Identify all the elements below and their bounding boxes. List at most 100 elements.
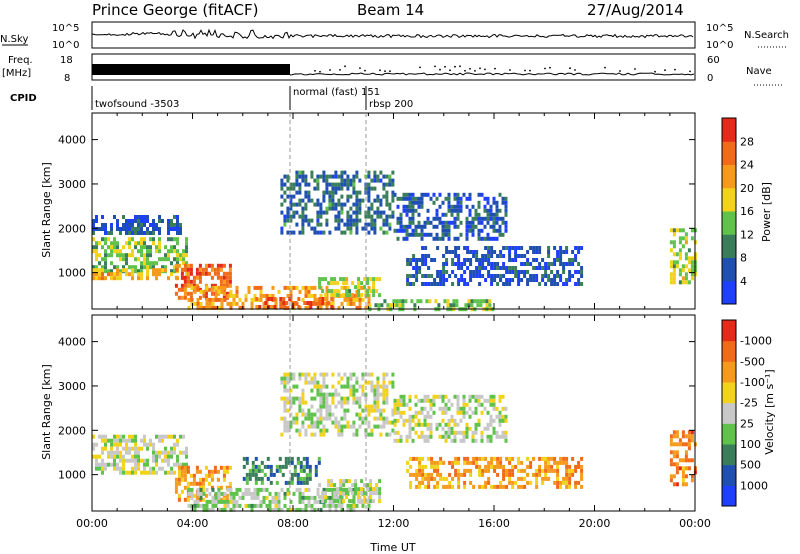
heatmap-cell	[337, 495, 341, 500]
heatmap-cell	[340, 285, 344, 290]
heatmap-cell	[343, 285, 347, 290]
heatmap-cell	[442, 476, 446, 481]
heatmap-cell	[176, 442, 179, 447]
heatmap-cell	[532, 472, 536, 477]
heatmap-cell	[483, 398, 487, 403]
heatmap-cell	[472, 254, 476, 258]
heatmap-cell	[471, 430, 475, 435]
heatmap-cell	[286, 186, 290, 191]
heatmap-cell	[565, 472, 569, 477]
heatmap-cell	[574, 484, 578, 489]
heatmap-cell	[301, 210, 305, 215]
heatmap-cell	[95, 241, 98, 246]
heatmap-cell	[217, 495, 221, 500]
heatmap-cell	[183, 295, 187, 300]
heatmap-cell	[346, 380, 350, 385]
heatmap-cell	[669, 478, 673, 483]
heatmap-cell	[444, 232, 448, 237]
heatmap-cell	[116, 454, 119, 459]
nave-tick-bottom: 0	[707, 73, 713, 84]
heatmap-cell	[432, 192, 436, 197]
heatmap-cell	[574, 480, 578, 485]
heatmap-cell	[385, 190, 389, 195]
heatmap-cell	[334, 218, 338, 223]
heatmap-cell	[131, 237, 134, 242]
heatmap-cell	[229, 293, 233, 298]
heatmap-cell	[562, 480, 566, 485]
heatmap-cell	[429, 414, 433, 419]
heatmap-cell	[176, 227, 179, 231]
heatmap-cell	[176, 257, 179, 262]
heatmap-cell	[462, 414, 466, 419]
heatmap-cell	[131, 231, 134, 235]
heatmap-cell	[183, 477, 187, 482]
heatmap-cell	[316, 174, 320, 179]
heatmap-cell	[367, 372, 371, 377]
heatmap-cell	[322, 400, 326, 405]
heatmap-cell	[441, 228, 445, 233]
heatmap-cell	[289, 202, 293, 207]
heatmap-cell	[295, 420, 299, 425]
heatmap-cell	[453, 204, 457, 209]
heatmap-cell	[450, 438, 454, 443]
heatmap-cell	[101, 237, 104, 242]
heatmap-cell	[146, 253, 149, 258]
heatmap-cell	[480, 220, 484, 225]
heatmap-cell	[220, 285, 224, 290]
heatmap-cell	[420, 410, 424, 415]
colorbar-swatch	[722, 485, 736, 507]
colorbar-swatch	[722, 234, 736, 258]
heatmap-cell	[176, 249, 179, 254]
heatmap-cell	[457, 480, 461, 485]
heatmap-cell	[675, 430, 679, 435]
heatmap-cell	[343, 297, 347, 302]
heatmap-cell	[471, 220, 475, 225]
heatmap-cell	[325, 222, 329, 227]
heatmap-cell	[337, 428, 341, 433]
heatmap-cell	[466, 266, 470, 270]
heatmap-cell	[402, 410, 406, 415]
heatmap-cell	[304, 206, 308, 211]
heatmap-cell	[438, 236, 442, 241]
heatmap-cell	[435, 212, 439, 217]
heatmap-cell	[684, 240, 688, 245]
heatmap-cell	[496, 266, 500, 270]
heatmap-cell	[173, 257, 176, 262]
heatmap-cell	[391, 190, 395, 195]
heatmap-cell	[155, 434, 158, 439]
heatmap-cell	[337, 182, 341, 187]
heatmap-cell	[495, 430, 499, 435]
heatmap-cell	[511, 270, 515, 274]
heatmap-cell	[480, 410, 484, 415]
heatmap-cell	[410, 299, 414, 304]
x-tick-label: 00:00	[76, 517, 108, 530]
heatmap-cell	[408, 220, 412, 225]
colorbar-swatch	[722, 382, 736, 404]
heatmap-cell	[149, 253, 152, 258]
heatmap-cell	[574, 246, 578, 250]
colorbar-tick-label: 4	[740, 275, 747, 288]
heatmap-cell	[113, 249, 116, 254]
heatmap-cell	[382, 380, 386, 385]
heatmap-cell	[529, 460, 533, 465]
heatmap-cell	[349, 376, 353, 381]
heatmap-cell	[167, 227, 170, 231]
heatmap-cell	[217, 289, 221, 294]
heatmap-cell	[544, 270, 548, 274]
heatmap-cell	[408, 200, 412, 205]
heatmap-cell	[125, 219, 128, 223]
heatmap-cell	[307, 380, 311, 385]
heatmap-cell	[199, 305, 203, 310]
heatmap-cell	[265, 495, 269, 500]
heatmap-cell	[463, 456, 467, 461]
heatmap-cell	[167, 219, 170, 223]
heatmap-cell	[223, 507, 227, 512]
heatmap-cell	[690, 438, 694, 443]
heatmap-cell	[247, 289, 251, 294]
heatmap-cell	[280, 178, 284, 183]
heatmap-cell	[235, 487, 239, 492]
heatmap-cell	[389, 303, 393, 308]
heatmap-cell	[355, 376, 359, 381]
heatmap-cell	[409, 258, 413, 262]
heatmap-cell	[245, 472, 249, 477]
